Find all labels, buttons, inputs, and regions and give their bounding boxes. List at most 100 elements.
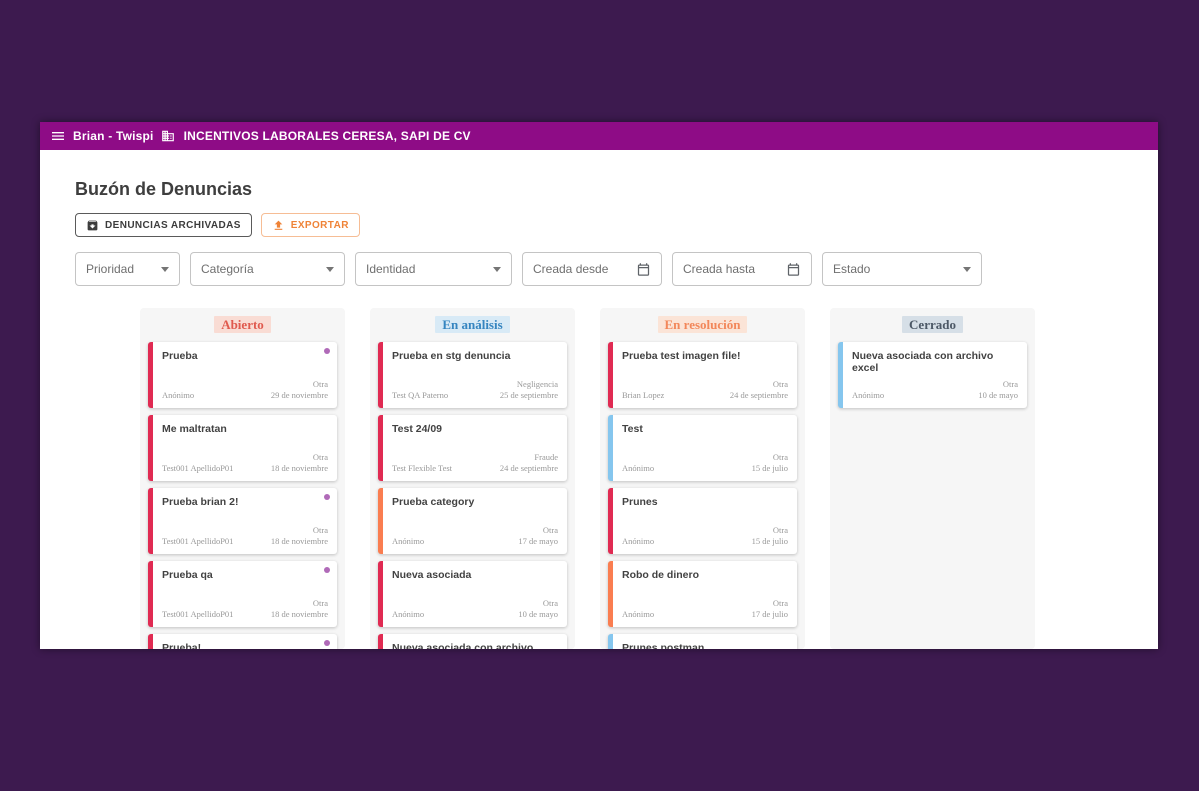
app-bar: Brian - Twispi INCENTIVOS LABORALES CERE… xyxy=(40,122,1158,150)
card-meta: Anónimo Otra 10 de mayo xyxy=(852,379,1018,401)
column-header: En análisis xyxy=(378,316,567,333)
card-category-date: Otra 24 de septiembre xyxy=(730,379,788,401)
card-reporter: Test001 ApellidoP01 xyxy=(162,535,234,546)
card-title: Robo de dinero xyxy=(622,569,699,581)
card-title: Prueba qa xyxy=(162,569,213,581)
filter-creada-desde[interactable]: Creada desde xyxy=(522,252,662,286)
card-category-date: Otra 17 de mayo xyxy=(518,525,558,547)
card-meta: Brian Lopez Otra 24 de septiembre xyxy=(622,379,788,401)
denuncia-card[interactable]: Prueba category Anónimo Otra 17 de mayo xyxy=(378,488,567,554)
filter-label: Creada hasta xyxy=(683,262,756,276)
attachment-dot-icon xyxy=(324,348,330,354)
card-reporter: Test QA Paterno xyxy=(392,389,449,400)
card-meta: Test Flexible Test Fraude 24 de septiembre xyxy=(392,452,558,474)
card-reporter: Anónimo xyxy=(852,389,885,400)
card-category: Otra xyxy=(312,524,328,535)
export-label: EXPORTAR xyxy=(290,219,349,231)
dropdown-arrow-icon xyxy=(326,266,334,272)
card-title: Test 24/09 xyxy=(392,423,443,435)
card-title: Prunes postman xyxy=(622,642,705,649)
card-meta: Anónimo Otra 15 de julio xyxy=(622,525,788,547)
card-date: 17 de mayo xyxy=(518,535,558,546)
dropdown-arrow-icon xyxy=(493,266,501,272)
dropdown-arrow-icon xyxy=(963,266,971,272)
card-date: 10 de mayo xyxy=(518,608,558,619)
denuncia-card[interactable]: Prueba! xyxy=(148,634,337,649)
card-category-date: Otra 29 de noviembre xyxy=(271,379,328,401)
card-title: Prueba brian 2! xyxy=(162,496,239,508)
denuncia-card[interactable]: Prueba brian 2! Test001 ApellidoP01 Otra 18… xyxy=(148,488,337,554)
app-window: Brian - Twispi INCENTIVOS LABORALES CERE… xyxy=(40,122,1158,649)
card-title: Prueba test imagen file! xyxy=(622,350,741,362)
card-category-date: Otra 18 de noviembre xyxy=(271,452,328,474)
denuncia-card[interactable]: Prueba test imagen file! Brian Lopez Otra 2… xyxy=(608,342,797,408)
user-title: Brian - Twispi xyxy=(73,129,154,143)
card-title: Prueba xyxy=(162,350,198,362)
column-title-badge: Abierto xyxy=(214,316,271,333)
card-category-date: Otra 10 de mayo xyxy=(978,379,1018,401)
card-title: Nueva asociada con archivo excel xyxy=(852,350,994,374)
card-category-date: Otra 15 de julio xyxy=(752,525,788,547)
company-title: INCENTIVOS LABORALES CERESA, SAPI DE CV xyxy=(183,129,471,143)
column-title-badge: Cerrado xyxy=(902,316,963,333)
denuncia-card[interactable]: Test 24/09 Test Flexible Test Fraude 24 de … xyxy=(378,415,567,481)
column-header: Cerrado xyxy=(838,316,1027,333)
card-title: Prunes xyxy=(622,496,658,508)
column-header: En resolución xyxy=(608,316,797,333)
denuncia-card[interactable]: Prueba Anónimo Otra 29 de noviembre xyxy=(148,342,337,408)
filter-label: Categoría xyxy=(201,262,254,276)
card-category: Otra xyxy=(542,524,558,535)
filter-estado[interactable]: Estado xyxy=(822,252,982,286)
denuncia-card[interactable]: Robo de dinero Anónimo Otra 17 de julio xyxy=(608,561,797,627)
filter-label: Creada desde xyxy=(533,262,609,276)
denuncia-card[interactable]: Nueva asociada Anónimo Otra 10 de mayo xyxy=(378,561,567,627)
card-category-date: Otra 18 de noviembre xyxy=(271,525,328,547)
card-category: Otra xyxy=(772,451,788,462)
denuncia-card[interactable]: Prunes postman xyxy=(608,634,797,649)
filter-identidad[interactable]: Identidad xyxy=(355,252,512,286)
menu-icon[interactable] xyxy=(50,128,66,144)
card-title: Prueba! xyxy=(162,642,202,649)
card-reporter: Anónimo xyxy=(622,535,655,546)
filter-prioridad[interactable]: Prioridad xyxy=(75,252,180,286)
card-meta: Test001 ApellidoP01 Otra 18 de noviembre xyxy=(162,452,328,474)
card-category: Otra xyxy=(312,378,328,389)
card-date: 18 de noviembre xyxy=(270,535,328,546)
main-content: Buzón de Denuncias DENUNCIAS ARCHIVADAS … xyxy=(40,150,1158,649)
kanban-column-abierto: Abierto Prueba Anónimo Otra 29 de noviembre M… xyxy=(140,308,345,649)
card-category-date: Negligencia 25 de septiembre xyxy=(500,379,558,401)
kanban-column-en-resolucion: En resolución Prueba test imagen file! Bri… xyxy=(600,308,805,649)
denuncia-card[interactable]: Prueba qa Test001 ApellidoP01 Otra 18 de no… xyxy=(148,561,337,627)
card-category: Otra xyxy=(312,597,328,608)
denuncia-card[interactable]: Me maltratan Test001 ApellidoP01 Otra 18 de… xyxy=(148,415,337,481)
denuncia-card[interactable]: Nueva asociada con archivo excel Anónimo O… xyxy=(838,342,1027,408)
card-meta: Anónimo Otra 17 de julio xyxy=(622,598,788,620)
filter-creada-hasta[interactable]: Creada hasta xyxy=(672,252,812,286)
denuncia-card[interactable]: Nueva asociada con archivo xyxy=(378,634,567,649)
archived-denuncias-label: DENUNCIAS ARCHIVADAS xyxy=(105,219,241,231)
card-category-date: Otra 17 de julio xyxy=(752,598,788,620)
card-category: Fraude xyxy=(534,451,558,462)
calendar-icon xyxy=(636,262,651,277)
card-category-date: Otra 15 de julio xyxy=(752,452,788,474)
kanban-column-cerrado: Cerrado Nueva asociada con archivo excel A… xyxy=(830,308,1035,649)
column-title-badge: En resolución xyxy=(657,316,748,333)
card-title: Test xyxy=(622,423,643,435)
export-icon xyxy=(272,219,285,232)
card-date: 24 de septiembre xyxy=(499,462,558,473)
card-date: 25 de septiembre xyxy=(499,389,558,400)
card-title: Prueba en stg denuncia xyxy=(392,350,511,362)
card-date: 15 de julio xyxy=(751,535,788,546)
card-category: Otra xyxy=(312,451,328,462)
column-header: Abierto xyxy=(148,316,337,333)
archived-denuncias-button[interactable]: DENUNCIAS ARCHIVADAS xyxy=(75,213,252,237)
card-meta: Anónimo Otra 17 de mayo xyxy=(392,525,558,547)
filter-categoria[interactable]: Categoría xyxy=(190,252,345,286)
column-title-badge: En análisis xyxy=(435,316,510,333)
card-reporter: Brian Lopez xyxy=(622,389,665,400)
export-button[interactable]: EXPORTAR xyxy=(260,213,360,237)
denuncia-card[interactable]: Test Anónimo Otra 15 de julio xyxy=(608,415,797,481)
denuncia-card[interactable]: Prunes Anónimo Otra 15 de julio xyxy=(608,488,797,554)
denuncia-card[interactable]: Prueba en stg denuncia Test QA Paterno Neg… xyxy=(378,342,567,408)
filter-label: Prioridad xyxy=(86,262,135,276)
